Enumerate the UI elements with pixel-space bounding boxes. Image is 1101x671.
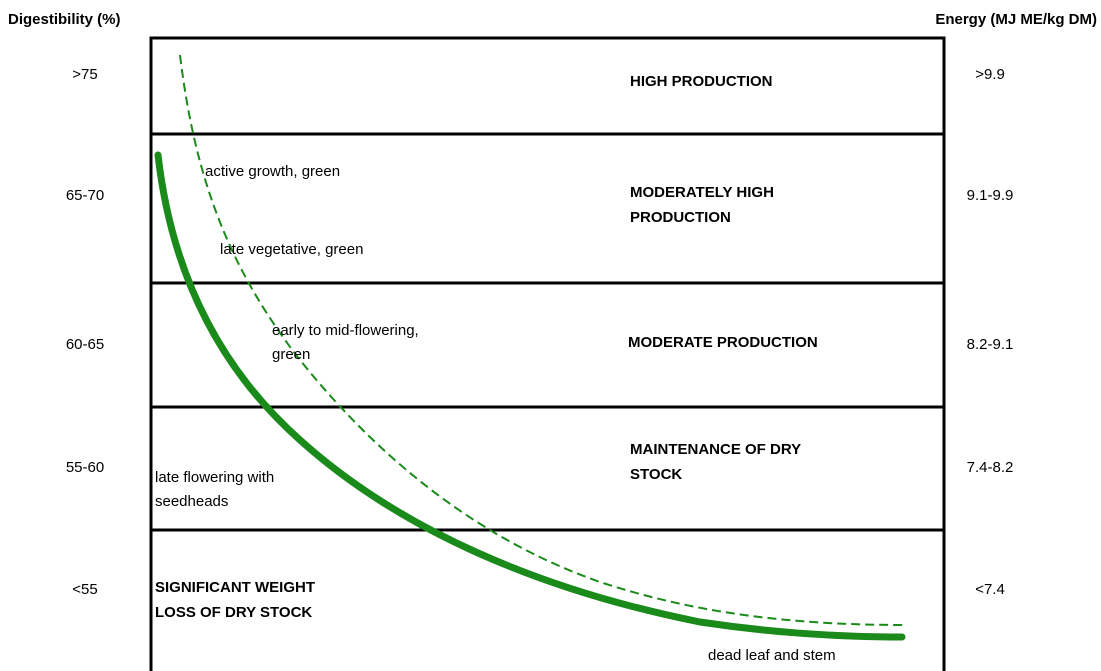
dashed-curve [179,54,906,626]
stage-label: early to mid-flowering, [272,322,419,339]
stage-label: late vegetative, green [220,241,363,258]
band-label: MAINTENANCE OF DRY [630,441,801,458]
energy-label: 9.1-9.9 [967,187,1014,204]
stage-label: dead leaf and stem [708,647,836,664]
frame [149,36,946,671]
solid-curve [154,151,906,641]
energy-label: 8.2-9.1 [967,336,1014,353]
energy-label: <7.4 [975,581,1005,598]
band-label: MODERATE PRODUCTION [628,334,818,351]
stage-label: seedheads [155,493,228,510]
stage-label: active growth, green [205,163,340,180]
band-label: LOSS OF DRY STOCK [155,604,312,621]
stage-label: green [272,346,310,363]
energy-label: >9.9 [975,66,1005,83]
band-label: STOCK [630,466,682,483]
digestibility-label: 60-65 [66,336,104,353]
digestibility-label: 65-70 [66,187,104,204]
band-label: SIGNIFICANT WEIGHT [155,579,315,596]
band-label: PRODUCTION [630,209,731,226]
band-label: MODERATELY HIGH [630,184,774,201]
left-axis-title: Digestibility (%) [8,11,121,28]
right-axis-title: Energy (MJ ME/kg DM) [935,11,1097,28]
digestibility-label: 55-60 [66,459,104,476]
stage-label: late flowering with [155,469,274,486]
band-label: HIGH PRODUCTION [630,73,773,90]
digestibility-label: >75 [72,66,97,83]
band-dividers [151,132,944,532]
energy-label: 7.4-8.2 [967,459,1014,476]
digestibility-label: <55 [72,581,97,598]
